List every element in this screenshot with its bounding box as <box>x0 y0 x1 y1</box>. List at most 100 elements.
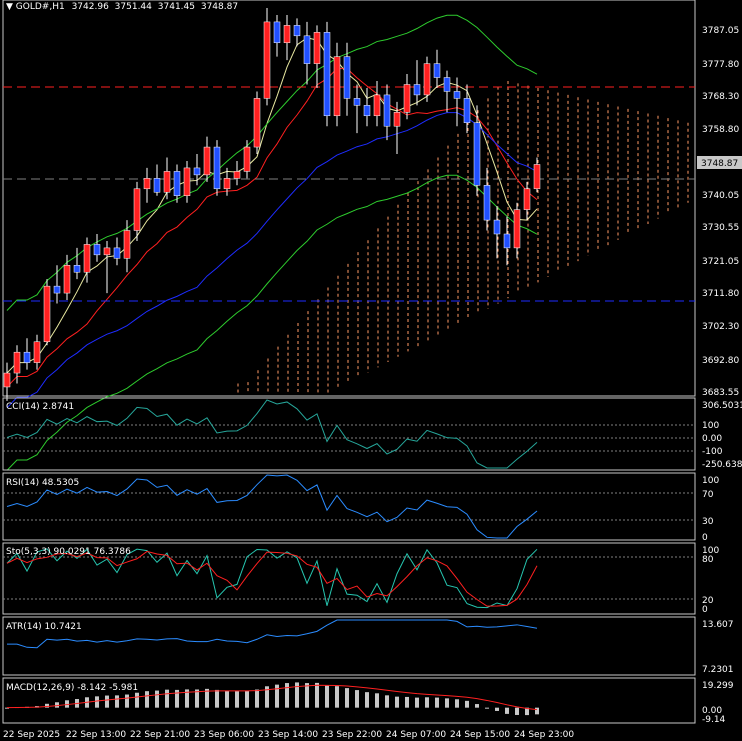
macd-scale: -9.14 <box>702 715 726 725</box>
macd-bar <box>415 697 419 708</box>
candle-body <box>113 247 121 259</box>
rsi-scale: 0 <box>702 533 708 543</box>
bollinger-lower-line <box>6 174 538 471</box>
cci-panel[interactable]: CCI(14) 2.8741 306.5031 100 0.00 -100 -2… <box>2 397 742 471</box>
stochastic-main-line <box>6 548 538 609</box>
macd-bar <box>425 697 429 708</box>
candle-body <box>323 32 331 117</box>
main-price-panel[interactable]: ▼ GOLD#,H1 3742.96 3751.44 3741.45 3748.… <box>2 0 696 471</box>
candle-body <box>53 285 61 294</box>
time-tick: 22 Sep 2025 <box>3 730 60 740</box>
macd-bar <box>5 707 9 709</box>
time-tick: 23 Sep 14:00 <box>258 730 318 740</box>
candle-body <box>473 122 481 186</box>
symbol-label: GOLD#,H1 <box>16 2 65 12</box>
candle-body <box>63 265 71 294</box>
candle-body <box>143 178 151 190</box>
macd-bar <box>335 686 339 708</box>
candle-body <box>283 25 291 44</box>
price-tick: 3721.05 <box>702 257 739 267</box>
price-tick: 3692.80 <box>702 356 739 366</box>
macd-bar <box>365 692 369 708</box>
candlestick-series <box>3 8 541 401</box>
macd-panel[interactable]: MACD(12,26,9) -8.142 -5.981 19.299 0.00 … <box>2 677 734 725</box>
macd-bar <box>525 707 529 716</box>
macd-bar <box>485 707 489 709</box>
macd-bar <box>515 707 519 715</box>
candle-body <box>243 146 251 172</box>
candle-body <box>203 146 211 176</box>
stochastic-scale: 0 <box>702 605 708 615</box>
atr-scale: 13.607 <box>702 620 734 630</box>
macd-bar <box>285 683 289 708</box>
macd-bar <box>175 689 179 708</box>
macd-bar <box>155 690 159 708</box>
macd-bar <box>315 682 319 708</box>
stochastic-signal-line <box>6 550 538 607</box>
price-scale[interactable]: 3787.05 3777.80 3768.30 3758.80 3740.05 … <box>697 26 742 398</box>
time-tick: 22 Sep 21:00 <box>130 730 190 740</box>
candle-body <box>433 63 441 78</box>
price-tick: 3702.30 <box>702 322 739 332</box>
candle-body <box>23 351 31 363</box>
macd-bar <box>265 686 269 708</box>
macd-label: MACD(12,26,9) -8.142 -5.981 <box>6 683 138 693</box>
time-tick: 23 Sep 22:00 <box>322 730 382 740</box>
stochastic-scale: 80 <box>702 555 714 565</box>
rsi-scale: 30 <box>702 517 714 527</box>
bollinger-upper-line <box>6 14 538 311</box>
close-value: 3748.87 <box>201 2 238 12</box>
time-tick: 22 Sep 13:00 <box>66 730 126 740</box>
cci-scale: 100 <box>702 421 719 431</box>
atr-panel[interactable]: ATR(14) 10.7421 13.607 7.2301 <box>2 616 734 676</box>
candle-body <box>413 84 421 96</box>
candle-body <box>183 167 191 196</box>
candle-body <box>493 219 501 235</box>
price-tick: 3768.30 <box>702 92 739 102</box>
macd-bar <box>135 692 139 708</box>
macd-bar <box>435 697 439 708</box>
cci-scale: -100 <box>702 447 723 457</box>
macd-bar <box>65 700 69 708</box>
macd-bar <box>235 691 239 708</box>
rsi-line <box>6 474 538 539</box>
candle-body <box>193 167 201 176</box>
low-value: 3741.45 <box>158 2 195 12</box>
time-axis[interactable]: 22 Sep 2025 22 Sep 13:00 22 Sep 21:00 23… <box>3 730 574 740</box>
macd-bar <box>195 689 199 708</box>
stochastic-panel[interactable]: Sto(5,3,3) 90.0291 76.3786 100 80 20 0 <box>2 542 719 615</box>
macd-scale: 0.00 <box>702 706 722 716</box>
macd-bar <box>255 689 259 708</box>
candle-body <box>133 188 141 231</box>
macd-bar <box>165 689 169 708</box>
macd-bar <box>185 689 189 708</box>
candle-body <box>403 84 411 113</box>
macd-bar <box>205 688 209 708</box>
price-tick: 3730.55 <box>702 223 739 233</box>
candle-body <box>523 188 531 210</box>
cci-label: CCI(14) 2.8741 <box>6 402 74 412</box>
rsi-label: RSI(14) 48.5305 <box>6 478 79 488</box>
macd-bar <box>125 694 129 708</box>
rsi-panel[interactable]: RSI(14) 48.5305 100 70 30 0 <box>2 472 719 543</box>
candle-body <box>453 91 461 99</box>
candle-body <box>123 230 131 259</box>
stochastic-scale: 100 <box>702 546 719 556</box>
candle-body <box>173 171 181 196</box>
ma-blue-line <box>6 112 538 409</box>
time-tick: 24 Sep 23:00 <box>514 730 574 740</box>
macd-signal-line <box>6 684 538 711</box>
candle-body <box>293 25 301 37</box>
candle-body <box>423 63 431 96</box>
macd-bar <box>245 690 249 708</box>
macd-bar <box>465 700 469 708</box>
macd-bar <box>385 695 389 708</box>
macd-bar <box>505 707 509 714</box>
macd-bar <box>445 698 449 708</box>
atr-line <box>7 619 538 649</box>
price-tick: 3683.55 <box>702 388 739 398</box>
candle-body <box>253 98 261 148</box>
macd-bar <box>145 691 149 708</box>
time-tick: 24 Sep 15:00 <box>450 730 510 740</box>
